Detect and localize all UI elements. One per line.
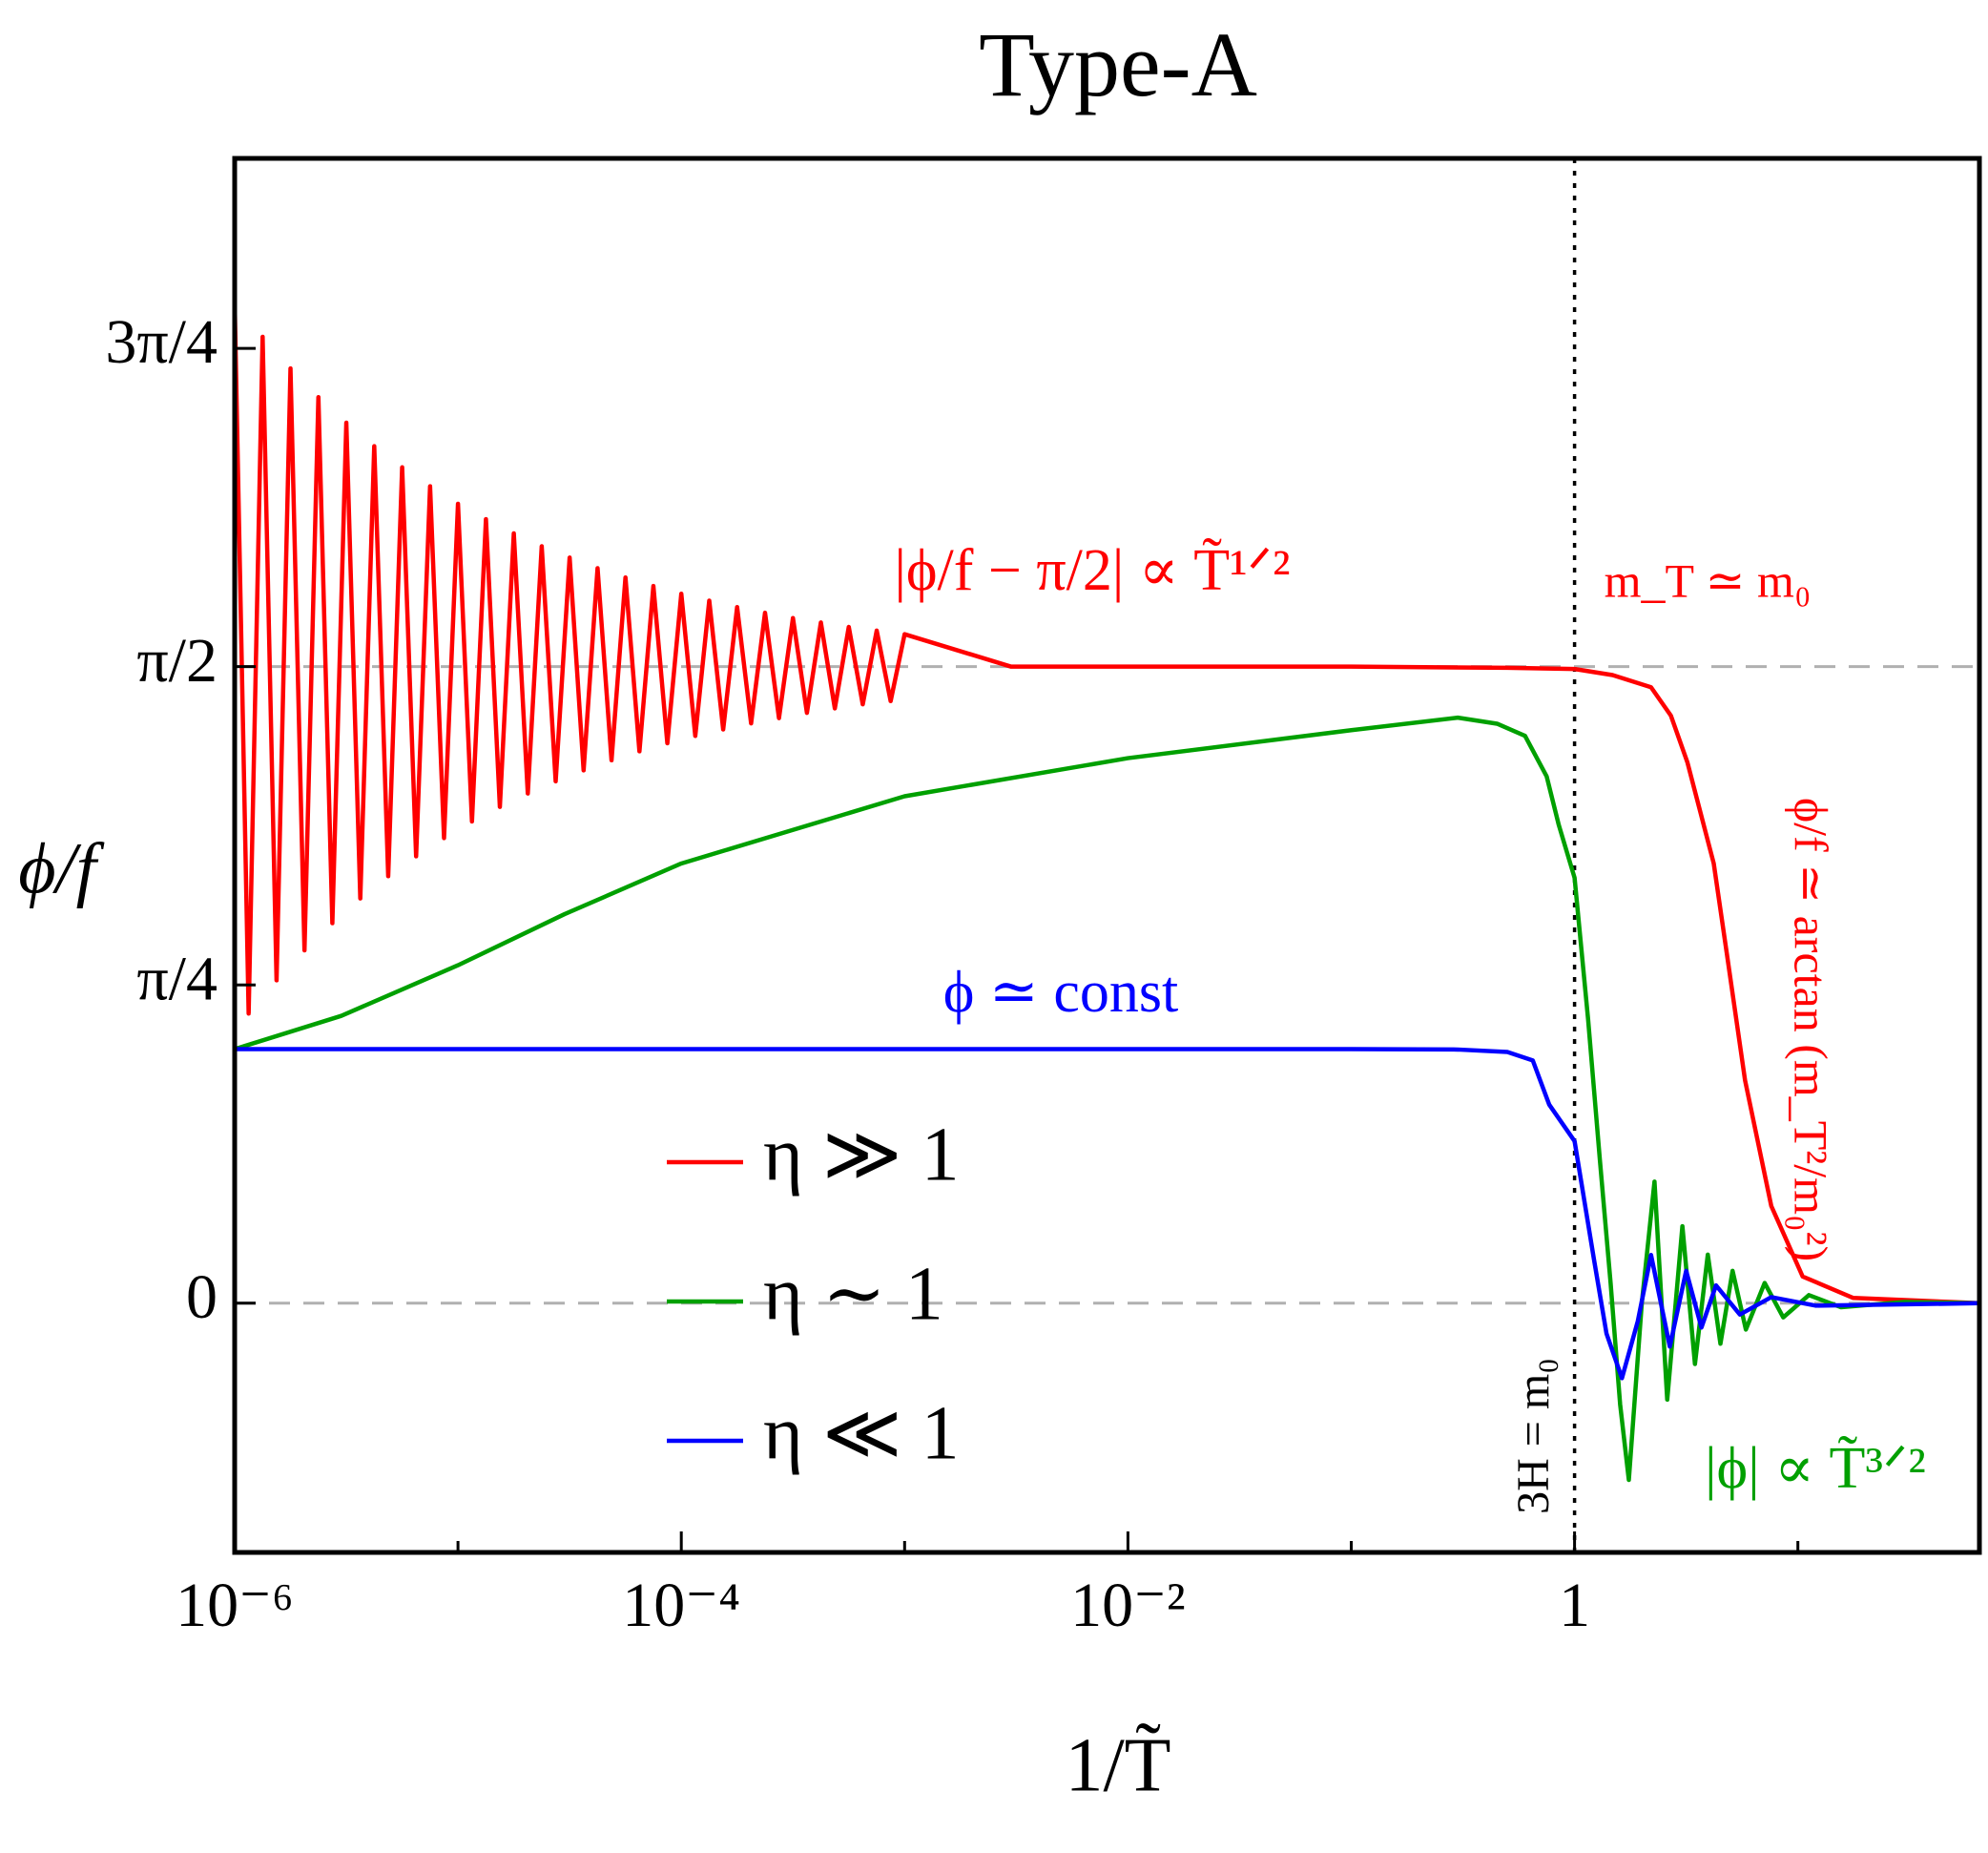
y-axis-label: ϕ/f [18, 828, 104, 908]
annotation: m_T ≃ m₀ [1605, 553, 1812, 607]
annotation: |ϕ/f − π/2| ∝ T̃¹ᐟ² [894, 538, 1290, 603]
plot-frame [232, 156, 1982, 1555]
y-tick-label: π/2 [136, 626, 217, 696]
series-line [235, 1047, 1979, 1381]
annotation: ϕ/f ≃ arctan (m_T²/m₀²) [1785, 798, 1838, 1261]
series-line [235, 715, 1979, 1483]
x-tick-label: 10⁻² [1070, 1571, 1186, 1640]
x-tick-label: 10⁻⁶ [176, 1571, 294, 1640]
chart-title: Type-A [979, 13, 1257, 115]
annotation: |ϕ| ∝ T̃³ᐟ² [1705, 1436, 1926, 1501]
legend-label: η ≫ 1 [763, 1113, 960, 1197]
x-tick-label: 10⁻⁴ [622, 1571, 740, 1640]
y-tick-label: π/4 [136, 944, 217, 1013]
annotation: 3H = m₀ [1508, 1358, 1559, 1514]
series-line [235, 302, 1979, 1306]
legend-label: η ≪ 1 [763, 1391, 960, 1475]
annotation: ϕ ≃ const [943, 960, 1178, 1025]
legend-label: η ∼ 1 [763, 1252, 943, 1336]
y-tick-label: 0 [186, 1262, 217, 1332]
y-tick-label: 3π/4 [105, 307, 217, 377]
x-axis-label: 1/T̃ [1065, 1723, 1170, 1807]
plot-area [235, 302, 1979, 1483]
x-tick-label: 1 [1559, 1571, 1590, 1640]
